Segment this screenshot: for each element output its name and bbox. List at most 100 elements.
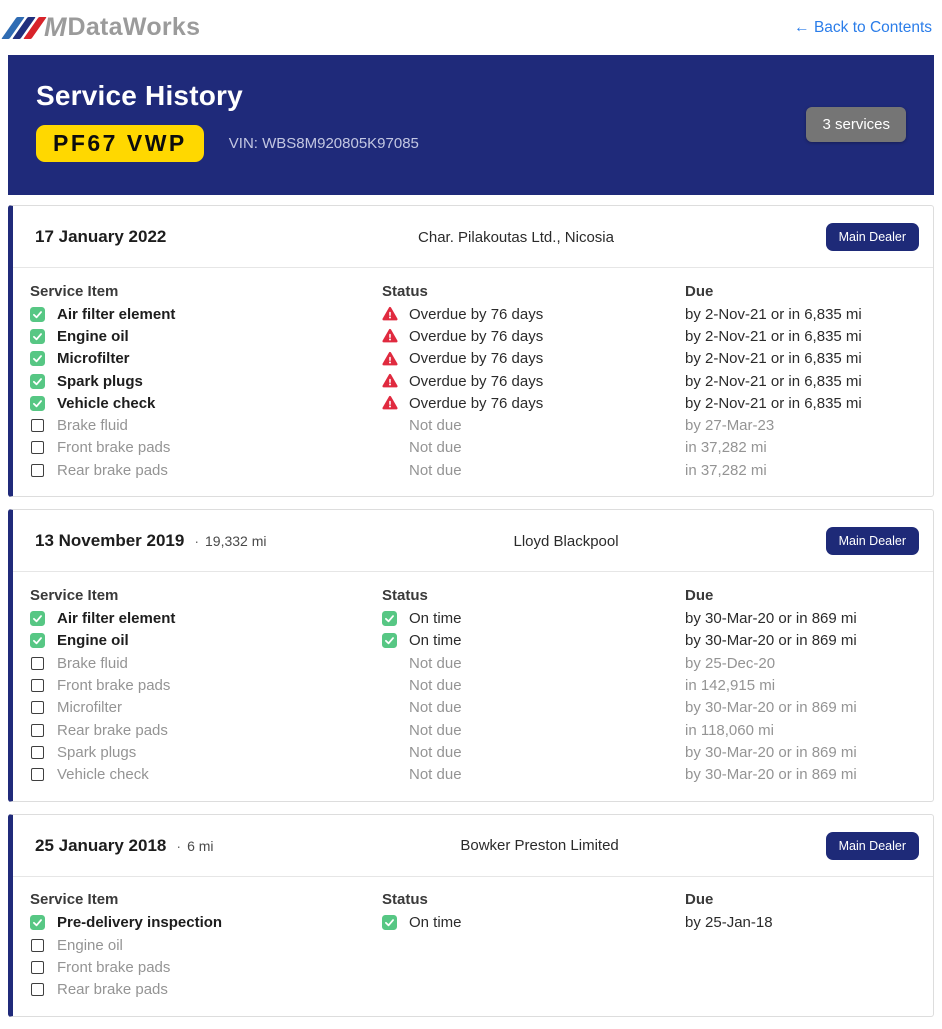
item-name: Microfilter: [57, 699, 123, 717]
status-text: Overdue by 76 days: [409, 372, 544, 390]
service-card-list: 17 January 2022 Char. Pilakoutas Ltd., N…: [8, 205, 934, 1017]
col-header-service-item: Service Item: [30, 891, 119, 909]
status-icon: [382, 462, 398, 478]
item-checkbox-unchecked[interactable]: [31, 768, 44, 782]
service-mileage: · 19,332 mi: [194, 533, 267, 550]
vin-label: VIN: WBS8M920805K97085: [228, 135, 419, 153]
item-checkbox-unchecked[interactable]: [31, 678, 44, 692]
item-name: Vehicle check: [57, 766, 149, 784]
main-dealer-badge: Main Dealer: [825, 223, 919, 251]
service-item-row: Front brake pads Not due in 37,282 mi: [30, 437, 917, 459]
item-name: Rear brake pads: [57, 461, 168, 479]
service-items-table: Service Item Status Due Pre-delivery ins…: [13, 877, 933, 1016]
item-checkbox-unchecked[interactable]: [31, 983, 44, 997]
item-name: Vehicle check: [57, 394, 156, 412]
service-item-row: Engine oil: [30, 934, 917, 956]
status-icon: [382, 677, 398, 693]
due-text: by 2-Nov-21 or in 6,835 mi: [685, 327, 862, 345]
warning-triangle-icon: [382, 306, 398, 322]
service-date: 17 January 2022: [35, 227, 167, 246]
item-checkbox-checked[interactable]: [30, 633, 45, 649]
item-checkbox-checked[interactable]: [30, 373, 45, 389]
due-text: by 2-Nov-21 or in 6,835 mi: [685, 350, 862, 368]
due-text: by 30-Mar-20 or in 869 mi: [685, 610, 857, 628]
item-checkbox-unchecked[interactable]: [31, 745, 44, 759]
status-text: Not due: [409, 654, 462, 672]
check-icon: [382, 610, 398, 627]
status-text: On time: [409, 632, 462, 650]
col-header-status: Status: [382, 586, 428, 604]
due-text: by 25-Jan-18: [685, 914, 773, 932]
status-icon: [382, 418, 398, 434]
service-items-table: Service Item Status Due Air filter eleme…: [13, 268, 933, 496]
item-checkbox-unchecked[interactable]: [31, 938, 44, 952]
service-history-banner: Service History PF67 VWP VIN: WBS8M92080…: [8, 55, 934, 195]
service-item-row: Spark plugs Not due by 30-Mar-20 or in 8…: [30, 741, 917, 763]
page-title: Service History: [36, 80, 243, 111]
status-text: Not due: [409, 417, 462, 435]
service-item-row: Microfilter Not due by 30-Mar-20 or in 8…: [30, 697, 917, 719]
back-to-contents-link[interactable]: ← Back to Contents: [794, 18, 932, 36]
service-item-row: Brake fluid Not due by 27-Mar-23: [30, 414, 917, 436]
item-name: Air filter element: [57, 305, 176, 323]
item-checkbox-unchecked[interactable]: [31, 723, 44, 737]
dealer-name: Bowker Preston Limited: [460, 837, 619, 855]
col-header-status: Status: [382, 891, 428, 909]
due-text: by 30-Mar-20 or in 869 mi: [685, 743, 857, 761]
item-checkbox-checked[interactable]: [30, 306, 45, 322]
top-bar: M DataWorks ← Back to Contents: [0, 0, 942, 55]
logo-brand-text: DataWorks: [67, 13, 201, 41]
status-text: Not due: [409, 699, 462, 717]
license-plate: PF67 VWP: [36, 125, 204, 163]
item-checkbox-checked[interactable]: [30, 611, 45, 627]
item-checkbox-unchecked[interactable]: [31, 960, 44, 974]
due-text: by 25-Dec-20: [685, 654, 776, 672]
item-checkbox-unchecked[interactable]: [31, 656, 44, 670]
service-card: 25 January 2018 · 6 mi Bowker Preston Lim…: [8, 813, 934, 1017]
item-name: Engine oil: [57, 327, 129, 345]
item-checkbox-unchecked[interactable]: [31, 441, 44, 455]
service-item-row: Pre-delivery inspection On time by 25-Ja…: [30, 912, 917, 934]
service-item-row: Engine oil Overdue by 76 days by 2-Nov-2…: [30, 325, 917, 347]
due-text: by 30-Mar-20 or in 869 mi: [685, 699, 857, 717]
service-item-row: Microfilter Overdue by 76 days by 2-Nov-…: [30, 348, 917, 370]
item-name: Engine oil: [57, 936, 123, 954]
services-count-badge: 3 services: [806, 107, 906, 142]
item-checkbox-checked[interactable]: [30, 395, 45, 411]
status-text: Not due: [409, 676, 462, 694]
col-header-due: Due: [685, 891, 714, 909]
due-text: by 30-Mar-20 or in 869 mi: [685, 766, 857, 784]
warning-triangle-icon: [382, 373, 398, 389]
status-text: Overdue by 76 days: [409, 327, 544, 345]
item-checkbox-checked[interactable]: [30, 915, 45, 931]
item-name: Air filter element: [57, 610, 176, 628]
status-icon: [382, 655, 398, 671]
service-item-row: Front brake pads Not due in 142,915 mi: [30, 674, 917, 696]
service-item-row: Air filter element Overdue by 76 days by…: [30, 303, 917, 325]
status-icon: [382, 982, 398, 998]
item-name: Front brake pads: [57, 676, 171, 694]
status-text: Overdue by 76 days: [409, 394, 544, 412]
item-checkbox-checked[interactable]: [30, 328, 45, 344]
item-checkbox-checked[interactable]: [30, 351, 45, 367]
m-stripes-icon: [1, 16, 47, 39]
status-text: Overdue by 76 days: [409, 305, 544, 323]
due-text: in 118,060 mi: [685, 721, 774, 739]
table-header-row: Service Item Status Due: [30, 279, 917, 303]
status-text: On time: [409, 914, 462, 932]
status-icon: [382, 767, 398, 783]
item-checkbox-unchecked[interactable]: [31, 701, 44, 715]
item-checkbox-unchecked[interactable]: [31, 463, 44, 477]
due-text: by 2-Nov-21 or in 6,835 mi: [685, 305, 862, 323]
warning-triangle-icon: [382, 351, 398, 367]
logo-m-letter: M: [44, 12, 67, 42]
col-header-status: Status: [382, 282, 428, 300]
status-icon: [382, 722, 398, 738]
service-card-header: 13 November 2019 · 19,332 mi Lloyd Blackp…: [13, 510, 933, 573]
dealer-name: Char. Pilakoutas Ltd., Nicosia: [418, 228, 614, 246]
due-text: by 2-Nov-21 or in 6,835 mi: [685, 372, 862, 390]
col-header-service-item: Service Item: [30, 282, 119, 300]
service-item-row: Vehicle check Overdue by 76 days by 2-No…: [30, 392, 917, 414]
status-text: Not due: [409, 743, 462, 761]
item-checkbox-unchecked[interactable]: [31, 419, 44, 433]
